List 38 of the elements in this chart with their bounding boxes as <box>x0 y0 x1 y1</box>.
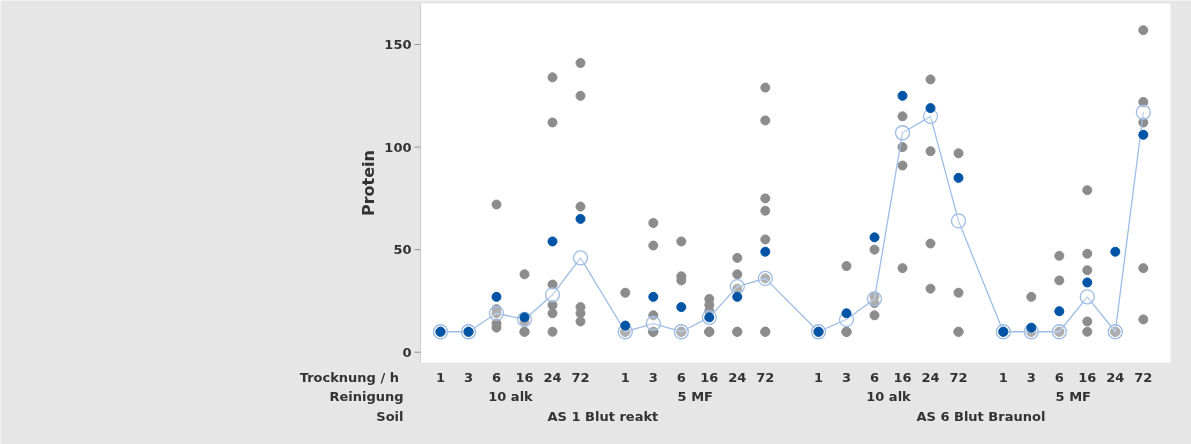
x-tick-label: 3 <box>841 370 852 385</box>
text: 5 MF <box>677 389 713 404</box>
y-tick-label: 50 <box>393 242 412 258</box>
y-tick-label: 150 <box>384 37 412 53</box>
y-tick-label: 100 <box>384 139 412 155</box>
x-tick-label: 24 <box>728 370 747 385</box>
text: AS 1 Blut reakt <box>547 409 659 424</box>
x-tick-label: 72 <box>756 370 775 385</box>
x-tick-label: 16 <box>1078 370 1097 385</box>
x-tick-label: 1 <box>620 370 630 385</box>
x-tick-label: 6 <box>869 370 880 385</box>
text: 5 MF <box>1055 389 1091 404</box>
x-tick-label: 6 <box>1054 370 1064 385</box>
x-tick-label: 1 <box>813 370 824 385</box>
x-tick-label: 24 <box>1106 370 1125 385</box>
x-tick-label: 72 <box>571 370 590 385</box>
x-tick-label: 3 <box>1026 370 1036 385</box>
y-axis-title: Protein <box>359 150 378 216</box>
text: 10 alk <box>488 389 534 404</box>
x-tick-label: 24 <box>921 370 940 385</box>
x-tick-label: 24 <box>543 370 562 385</box>
text: 10 alk <box>866 389 912 404</box>
x-tick-label: 3 <box>463 370 474 385</box>
text: AS 6 Blut Braunol <box>916 409 1046 424</box>
text: Reinigung <box>329 389 404 404</box>
x-tick-label: 16 <box>515 370 534 385</box>
x-tick-label: 6 <box>491 370 502 385</box>
x-tick-label: 72 <box>1134 370 1153 385</box>
x-tick-label: 16 <box>700 370 719 385</box>
x-tick-label: 6 <box>676 370 686 385</box>
x-tick-label: 16 <box>893 370 912 385</box>
x-tick-label: 1 <box>998 370 1008 385</box>
y-tick-label: 0 <box>402 344 412 360</box>
text: Trocknung / h <box>299 370 399 385</box>
x-tick-label: 1 <box>435 370 446 385</box>
x-tick-label: 72 <box>949 370 968 385</box>
x-tick-label: 3 <box>648 370 658 385</box>
text: Soil <box>376 409 404 424</box>
